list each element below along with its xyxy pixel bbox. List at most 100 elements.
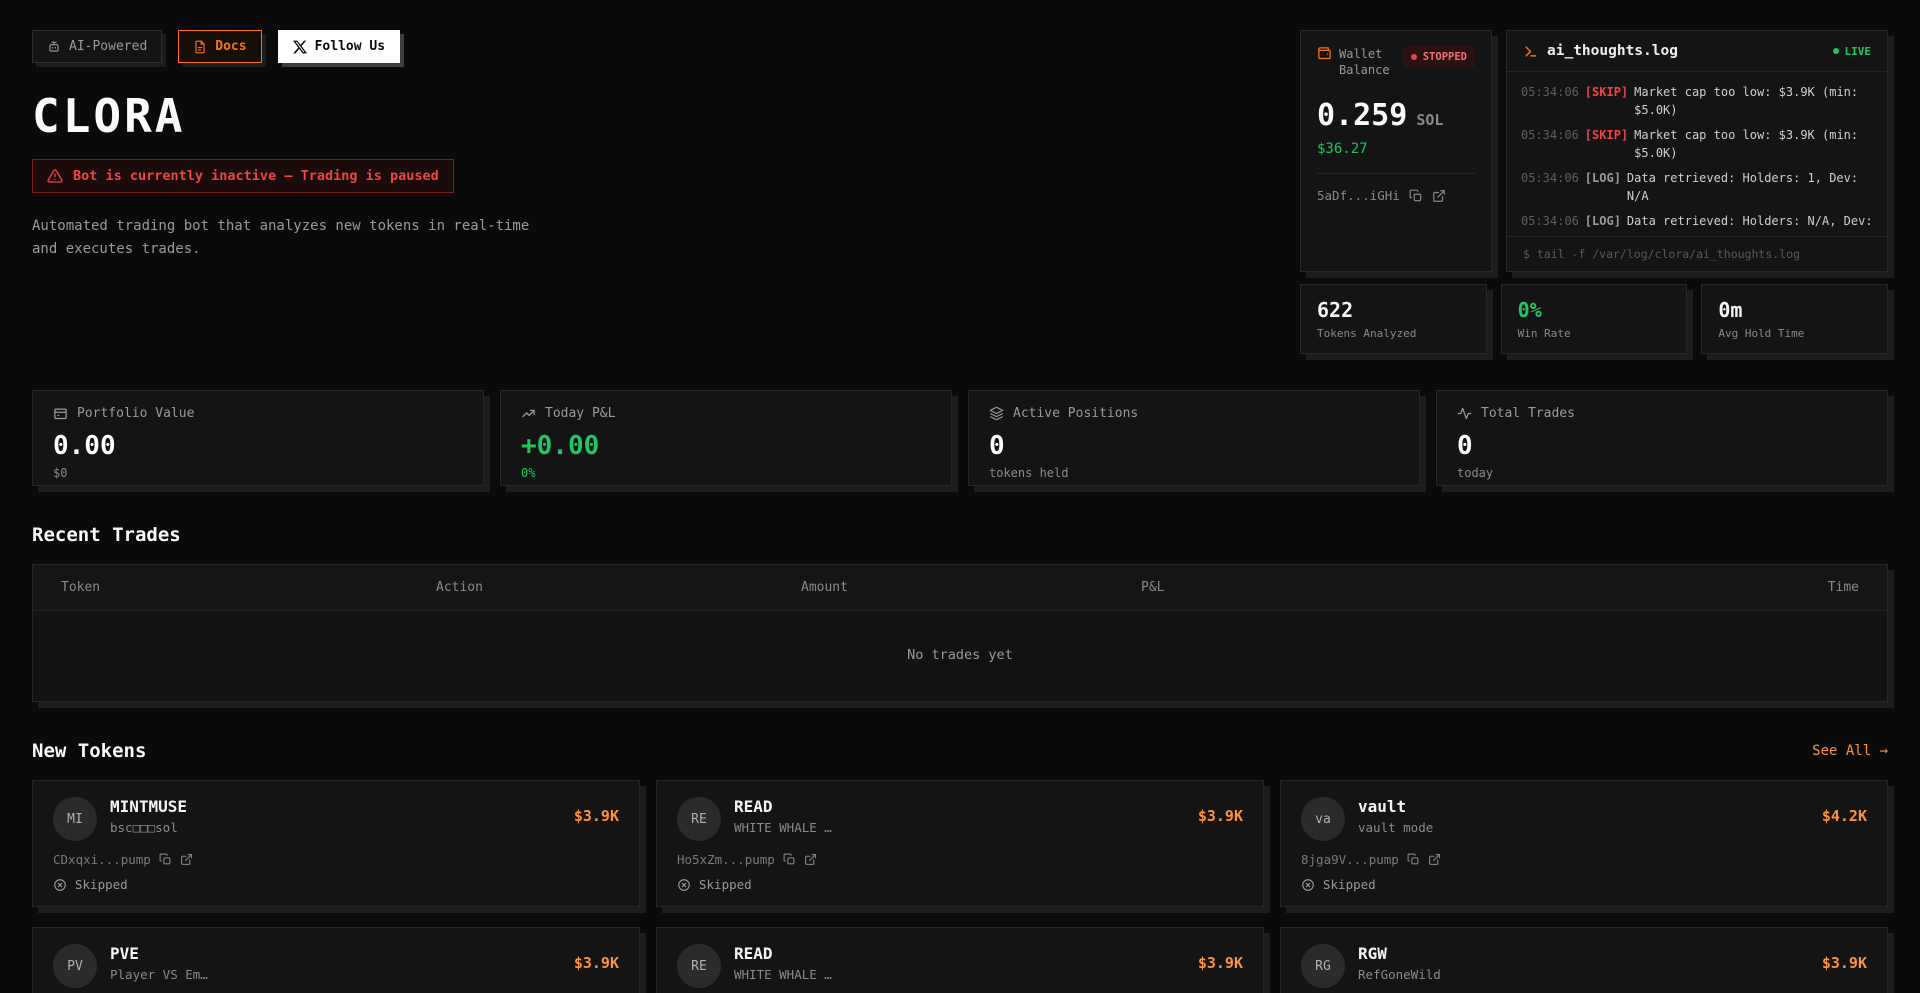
log-entry: 05:34:06 [LOG] Data retrieved: Holders: … (1521, 212, 1873, 230)
log-time: 05:34:06 (1521, 171, 1579, 185)
log-message: Data retrieved: Holders: N/A, Dev: (1626, 214, 1873, 228)
log-time: 05:34:06 (1521, 214, 1579, 228)
active-positions-label: Active Positions (1013, 406, 1139, 421)
total-trades-card: Total Trades 0 today (1436, 390, 1888, 486)
avg-hold-time-card: 0m Avg Hold Time (1701, 284, 1888, 354)
portfolio-value-card: Portfolio Value 0.00 $0 (32, 390, 484, 486)
copy-icon[interactable] (1409, 189, 1423, 203)
divider (1317, 173, 1475, 175)
ai-powered-label: AI-Powered (69, 39, 148, 54)
log-tag: [SKIP] (1584, 128, 1629, 142)
avatar: RG (1301, 944, 1345, 988)
copy-icon[interactable] (783, 853, 796, 866)
today-pnl-label: Today P&L (545, 406, 616, 421)
recent-trades-table: Token Action Amount P&L Time No trades y… (32, 564, 1888, 702)
empty-state-message: No trades yet (907, 647, 1013, 663)
follow-us-label: Follow Us (314, 39, 386, 54)
skipped-icon (1301, 878, 1315, 892)
new-tokens-title: New Tokens (32, 740, 147, 762)
log-tag: [SKIP] (1584, 85, 1629, 99)
ai-thoughts-log-panel: ai_thoughts.log LIVE 05:34:06 [SKIP] Mar… (1506, 30, 1888, 272)
wallet-balance-card: Wallet Balance STOPPED 0.259 SOL $36.27 … (1300, 30, 1492, 272)
token-name: RGW (1358, 944, 1387, 963)
today-pnl-value: +0.00 (521, 431, 600, 461)
token-mcap: $3.9K (1821, 954, 1867, 972)
wallet-usd-value: $36.27 (1317, 141, 1368, 158)
trending-up-icon (521, 406, 536, 421)
today-pnl-sub: 0% (521, 466, 536, 480)
today-pnl-card: Today P&L +0.00 0% (500, 390, 952, 486)
page-title: CLORA (32, 89, 186, 143)
active-positions-card: Active Positions 0 tokens held (968, 390, 1420, 486)
log-entry: 05:34:06 [LOG] Data retrieved: Holders: … (1521, 169, 1873, 205)
document-icon (193, 40, 207, 54)
active-positions-value: 0 (989, 431, 1005, 461)
portfolio-value: 0.00 (53, 431, 116, 461)
column-action: Action (436, 580, 483, 595)
layers-icon (989, 406, 1004, 421)
token-card-pve[interactable]: PV PVE Player VS Em… $3.9K (32, 927, 640, 993)
external-link-icon[interactable] (180, 853, 193, 866)
column-pnl: P&L (1141, 580, 1165, 595)
token-mcap: $3.9K (1197, 807, 1243, 825)
token-status-label: Skipped (699, 877, 752, 892)
wallet-balance-unit: SOL (1416, 111, 1444, 130)
new-tokens-grid: MI MINTMUSE bsc□□□sol $3.9K CDxqxi...pum… (32, 780, 1888, 993)
warning-text: Bot is currently inactive — Trading is p… (73, 168, 439, 184)
live-dot-icon (1832, 48, 1839, 54)
token-card-mintmuse[interactable]: MI MINTMUSE bsc□□□sol $3.9K CDxqxi...pum… (32, 780, 640, 907)
copy-icon[interactable] (159, 853, 172, 866)
total-trades-value: 0 (1457, 431, 1473, 461)
table-header-row: Token Action Amount P&L Time (33, 565, 1887, 611)
external-link-icon[interactable] (1432, 189, 1446, 203)
avatar: RE (677, 944, 721, 988)
win-rate-card: 0% Win Rate (1500, 284, 1688, 354)
total-trades-sub: today (1457, 466, 1494, 480)
token-card-read-2[interactable]: RE READ WHITE WHALE … $3.9K (656, 927, 1264, 993)
copy-icon[interactable] (1407, 853, 1420, 866)
token-subtitle: Player VS Em… (110, 967, 208, 982)
active-positions-sub: tokens held (989, 466, 1069, 480)
avg-hold-time-label: Avg Hold Time (1718, 327, 1805, 340)
x-logo-icon (292, 40, 307, 54)
app-description: Automated trading bot that analyzes new … (32, 218, 530, 258)
external-link-icon[interactable] (1428, 853, 1441, 866)
wallet-balance-label: Wallet Balance (1339, 47, 1390, 78)
stopped-label: STOPPED (1422, 51, 1467, 63)
token-mcap: $4.2K (1821, 807, 1867, 825)
token-name: READ (734, 797, 773, 816)
total-trades-label: Total Trades (1481, 406, 1575, 421)
token-card-vault[interactable]: va vault vault mode $4.2K 8jga9V...pump … (1280, 780, 1888, 907)
see-all-link[interactable]: See All → (1812, 743, 1888, 759)
wallet-balance-value: 0.259 (1317, 98, 1408, 134)
win-rate-value: 0% (1517, 298, 1542, 322)
token-card-rgw[interactable]: RG RGW RefGoneWild $3.9K (1280, 927, 1888, 993)
bot-icon (47, 40, 61, 54)
token-address: CDxqxi...pump (53, 852, 151, 867)
docs-button[interactable]: Docs (178, 30, 262, 63)
follow-us-button[interactable]: Follow Us (277, 30, 401, 63)
token-card-read[interactable]: RE READ WHITE WHALE … $3.9K Ho5xZm...pum… (656, 780, 1264, 907)
token-mcap: $3.9K (1197, 954, 1243, 972)
docs-label: Docs (215, 39, 247, 54)
token-name: READ (734, 944, 773, 963)
external-link-icon[interactable] (804, 853, 817, 866)
token-subtitle: WHITE WHALE … (734, 967, 832, 982)
log-entries[interactable]: 05:34:06 [SKIP] Market cap too low: $3.9… (1507, 72, 1887, 236)
token-subtitle: vault mode (1358, 820, 1434, 835)
avatar: va (1301, 797, 1345, 841)
log-entry: 05:34:06 [SKIP] Market cap too low: $3.9… (1521, 83, 1873, 119)
token-mcap: $3.9K (573, 807, 619, 825)
token-subtitle: bsc□□□sol (110, 820, 178, 835)
portfolio-sub: $0 (53, 466, 68, 480)
log-tag: [LOG] (1584, 171, 1621, 185)
bot-inactive-banner: Bot is currently inactive — Trading is p… (32, 159, 454, 193)
header-badges: AI-Powered Docs Follow Us (32, 30, 1278, 63)
log-message: Market cap too low: $3.9K (min: $5.0K) (1634, 128, 1859, 160)
log-tag: [LOG] (1584, 214, 1621, 228)
token-name: vault (1358, 797, 1407, 816)
token-address: 8jga9V...pump (1301, 852, 1399, 867)
log-time: 05:34:06 (1521, 85, 1579, 99)
column-token: Token (61, 580, 101, 595)
wallet-address: 5aDf...iGHi (1317, 188, 1400, 204)
